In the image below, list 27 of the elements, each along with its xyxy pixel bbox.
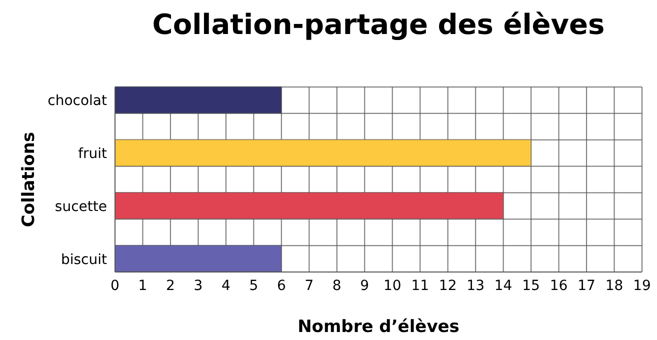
x-tick-label: 15: [522, 278, 540, 294]
x-tick-label: 11: [411, 278, 430, 294]
x-tick-label: 18: [605, 278, 624, 294]
y-tick-label: fruit: [78, 146, 108, 162]
x-tick-label: 0: [110, 278, 120, 294]
x-tick-label: 14: [494, 278, 512, 294]
y-axis-title: Collations: [19, 132, 40, 228]
x-tick-label: 4: [221, 278, 230, 294]
x-tick-label: 7: [304, 278, 314, 294]
y-tick-label: chocolat: [48, 93, 108, 110]
x-tick-label: 6: [276, 278, 286, 294]
x-tick-label: 9: [360, 278, 370, 294]
x-tick-label: 1: [138, 278, 148, 294]
x-tick-label: 8: [332, 278, 342, 294]
x-tick-label: 3: [194, 278, 203, 294]
x-tick-label: 17: [578, 278, 596, 294]
chart-title: Collation-partage des élèves: [151, 8, 606, 41]
x-tick-label: 12: [438, 278, 457, 294]
y-tick-label: sucette: [54, 198, 107, 215]
x-tick-label: 5: [249, 278, 258, 294]
y-tick-label: biscuit: [60, 252, 108, 268]
x-tick-label: 2: [166, 278, 175, 294]
x-tick-label: 10: [383, 278, 402, 294]
x-tick-label: 13: [466, 278, 484, 294]
x-tick-label: 16: [550, 278, 568, 294]
x-tick-label: 19: [633, 278, 651, 294]
x-axis-title: Nombre d’élèves: [298, 317, 460, 337]
